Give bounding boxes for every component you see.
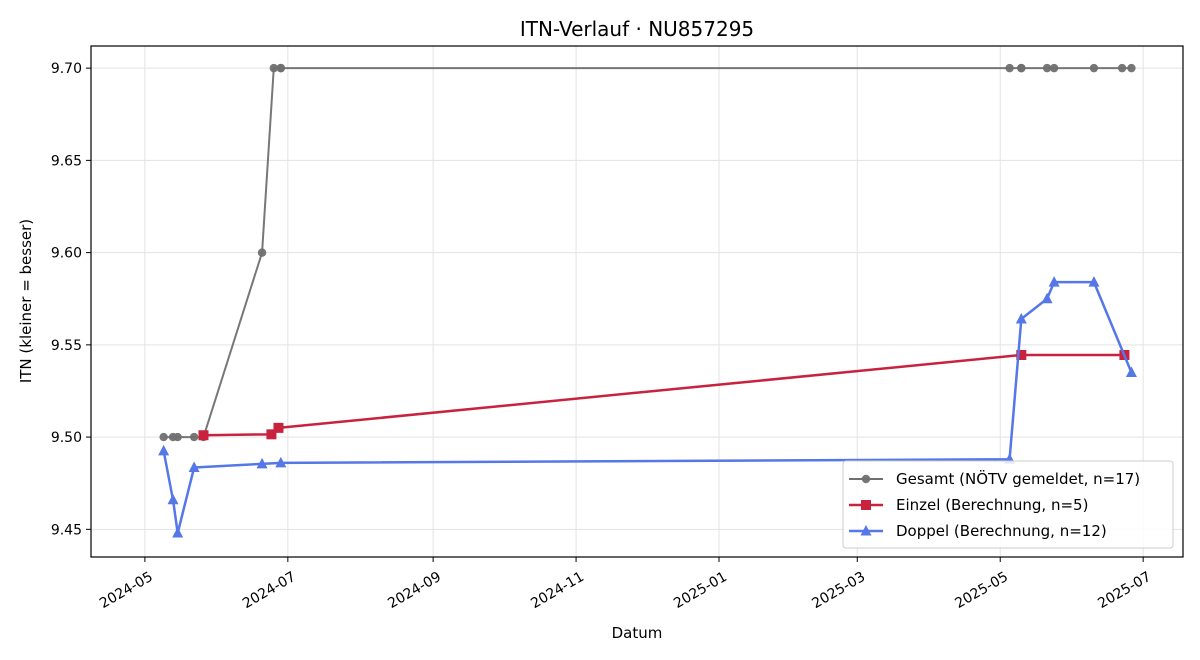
y-tick-label: 9.60 (51, 246, 82, 262)
plot-frame (90, 45, 1184, 558)
data-point (173, 432, 182, 442)
legend-marker (860, 525, 872, 536)
data-point (1017, 63, 1026, 73)
data-point (1005, 63, 1014, 73)
data-point (158, 444, 170, 456)
series-triangle (158, 276, 1137, 538)
data-point (1049, 63, 1059, 73)
series-line (162, 280, 1133, 535)
legend-label: Einzel (Berechnung, n=5) (896, 496, 1088, 514)
data-point (189, 432, 199, 442)
y-axis-label: ITN (kleiner = besser) (17, 219, 35, 383)
x-axis-label: Datum (612, 624, 663, 642)
data-point (167, 493, 179, 505)
data-point (198, 430, 209, 441)
data-point (1015, 313, 1027, 324)
data-point (1125, 366, 1137, 378)
data-point (1089, 63, 1099, 73)
data-point (1041, 292, 1053, 304)
data-point (276, 63, 286, 73)
data-point (1042, 63, 1052, 73)
y-tick-label: 9.70 (51, 61, 82, 77)
data-point (159, 432, 168, 442)
data-point (1048, 276, 1060, 287)
y-tick-label: 9.55 (51, 338, 82, 354)
series-layer (158, 63, 1137, 538)
y-tick-label: 9.65 (51, 153, 82, 169)
legend-label: Doppel (Berechnung, n=12) (896, 522, 1107, 540)
legend-marker (861, 474, 871, 484)
data-point (1016, 349, 1027, 360)
data-point (257, 248, 267, 257)
data-point (188, 461, 200, 473)
legend-item: Gesamt (NÖTV gemeldet, n=17) (849, 469, 1140, 488)
data-point (1127, 63, 1136, 73)
data-point (256, 457, 268, 469)
data-point (266, 429, 277, 440)
data-point (1117, 63, 1127, 73)
y-tick-label: 9.45 (51, 522, 82, 538)
legend-item: Doppel (Berechnung, n=12) (849, 522, 1107, 540)
legend-box (842, 460, 1174, 549)
data-point (1088, 276, 1100, 287)
y-axis: 9.45 9.50 9.55 9.60 9.65 9.70 (51, 61, 91, 538)
legend-marker (861, 500, 871, 510)
series-circle (159, 63, 1136, 442)
legend: Gesamt (NÖTV gemeldet, n=17) Einzel (Bere… (842, 460, 1174, 549)
legend-item: Einzel (Berechnung, n=5) (849, 496, 1088, 514)
data-point (269, 63, 278, 73)
data-point (275, 456, 287, 468)
data-point (172, 527, 184, 538)
chart-title: ITN-Verlauf · NU857295 (520, 17, 754, 41)
y-tick-label: 9.50 (51, 430, 82, 446)
legend-label: Gesamt (NÖTV gemeldet, n=17) (896, 469, 1140, 488)
data-point (273, 422, 284, 433)
